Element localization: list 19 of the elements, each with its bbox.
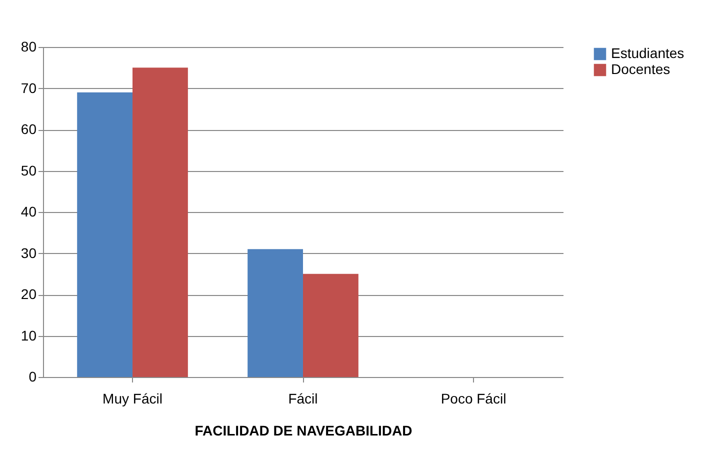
legend-label: Estudiantes — [611, 45, 684, 61]
y-tick-label: 30 — [20, 244, 37, 261]
y-tick-label: 0 — [28, 368, 37, 384]
y-tick-label: 20 — [20, 286, 37, 302]
bar — [77, 92, 133, 377]
bar — [248, 249, 303, 377]
x-tick-label: Fácil — [288, 390, 318, 406]
y-tick-label: 10 — [20, 327, 37, 344]
y-tick-label: 60 — [20, 121, 37, 137]
x-tick-label: Muy Fácil — [102, 390, 162, 406]
x-tick-label: Poco Fácil — [440, 390, 506, 406]
legend-label: Docentes — [611, 61, 670, 77]
x-axis-title: FACILIDAD DE NAVEGABILIDAD — [194, 422, 412, 438]
y-tick-label: 50 — [20, 162, 37, 178]
y-tick-label: 70 — [20, 80, 37, 96]
y-tick-label: 80 — [20, 38, 37, 54]
y-tick-label: 40 — [20, 204, 37, 220]
bar — [303, 274, 358, 377]
bar — [132, 68, 188, 377]
